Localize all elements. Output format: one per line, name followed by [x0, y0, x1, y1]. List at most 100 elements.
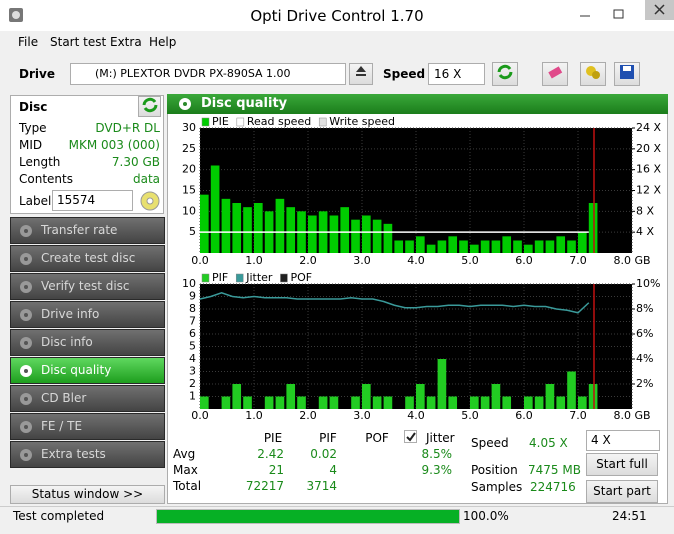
disc-row-label: MID — [19, 138, 43, 152]
y2-tick-label: 8% — [636, 302, 653, 315]
bar — [545, 384, 555, 409]
x-tick-label: 2.0 — [299, 254, 317, 267]
samples-caption: Samples — [471, 480, 523, 494]
menu-item[interactable]: Start test — [50, 35, 107, 49]
legend-label: Read speed — [247, 115, 311, 128]
y-tick-label: 5 — [189, 340, 196, 353]
bar — [372, 396, 382, 409]
bar — [470, 244, 479, 253]
bar — [351, 396, 360, 409]
bar — [394, 240, 404, 253]
bar — [578, 232, 587, 253]
nav-icon — [20, 225, 32, 237]
bar — [318, 396, 328, 409]
nav-button[interactable]: Transfer rate — [10, 217, 165, 244]
nav-button[interactable]: FE / TE — [10, 413, 165, 440]
bar — [534, 240, 544, 253]
drive-select[interactable]: (M:) PLEXTOR DVDR PX-890SA 1.00 — [70, 63, 346, 85]
disc-icon[interactable] — [139, 190, 161, 212]
y-tick-label: 2 — [189, 377, 196, 390]
bar — [588, 384, 598, 409]
bar — [221, 396, 231, 409]
bar — [459, 240, 468, 253]
y-tick-label: 7 — [189, 315, 196, 328]
y2-tick-label: 8 X — [636, 204, 654, 217]
x-tick-label: 0.0 — [191, 409, 209, 422]
nav-button[interactable]: Disc info — [10, 329, 165, 356]
legend-swatch — [235, 273, 244, 283]
y-tick-label: 20 — [182, 163, 196, 176]
bar — [448, 396, 458, 409]
status-window-button[interactable]: Status window >> — [10, 485, 165, 504]
stat-jitter: 9.3% — [421, 463, 453, 477]
bar — [524, 244, 533, 253]
nav-icon — [20, 281, 32, 293]
y-tick-label: 25 — [182, 142, 196, 155]
start-part-button[interactable]: Start part — [586, 480, 658, 503]
title-bar — [0, 0, 674, 31]
bar — [491, 384, 501, 409]
save-button[interactable] — [614, 62, 640, 86]
stats-header: PIF — [319, 431, 337, 445]
window-controls[interactable] — [570, 0, 674, 28]
y-tick-label: 1 — [189, 390, 196, 403]
legend-swatch — [280, 273, 288, 283]
nav-button[interactable]: Create test disc — [10, 245, 165, 272]
menu-item[interactable]: Help — [149, 35, 177, 49]
bar — [351, 219, 360, 253]
speed-value: 4.05 X — [529, 436, 568, 450]
bar — [513, 240, 522, 253]
bar — [416, 384, 425, 409]
erase-button[interactable] — [542, 62, 568, 86]
y2-tick-label: 2% — [636, 377, 653, 390]
nav-button[interactable]: Verify test disc — [10, 273, 165, 300]
disc-row-value: 7.30 GB — [111, 155, 160, 169]
eject-button[interactable] — [349, 63, 373, 85]
stat-pie: 2.42 — [257, 447, 284, 461]
window-title: Opti Drive Control 1.70 — [250, 7, 424, 25]
bar — [200, 194, 209, 253]
nav-button[interactable]: Disc quality — [10, 357, 165, 384]
speed-select[interactable]: 16 X — [428, 63, 485, 85]
label-input[interactable]: 15574 — [52, 190, 133, 211]
bar — [578, 396, 587, 409]
y-tick-label: 10 — [182, 204, 196, 217]
nav-button[interactable]: CD Bler — [10, 385, 165, 412]
stat-pif: 0.02 — [310, 447, 337, 461]
nav-button[interactable]: Drive info — [10, 301, 165, 328]
bar — [275, 396, 285, 409]
bar — [416, 236, 425, 253]
menu-item[interactable]: File — [18, 35, 39, 49]
y2-tick-label: 12 X — [636, 184, 661, 197]
menu-item[interactable]: Extra — [110, 35, 142, 49]
test-speed-select[interactable]: 4 X — [586, 430, 660, 451]
x-tick-label: 6.0 — [515, 254, 533, 267]
legend-swatch — [201, 273, 210, 283]
bar — [297, 396, 306, 409]
nav-button[interactable]: Extra tests — [10, 441, 165, 468]
panel-header — [167, 94, 668, 114]
bar — [286, 384, 296, 409]
disc-row-value: DVD+R DL — [95, 121, 160, 135]
bar — [556, 236, 566, 253]
start-full-button[interactable]: Start full — [586, 453, 658, 476]
nav-icon — [20, 253, 32, 265]
y2-tick-label: 4% — [636, 352, 653, 365]
disc-refresh-button[interactable] — [138, 96, 161, 117]
nav-icon — [20, 309, 32, 321]
x-tick-label: 7.0 — [569, 409, 587, 422]
refresh-button[interactable] — [492, 62, 518, 86]
stats-row-label: Avg — [173, 447, 196, 461]
disc-row-label: Type — [19, 121, 47, 135]
settings-button[interactable] — [580, 62, 606, 86]
bar — [534, 396, 544, 409]
legend-swatch — [236, 117, 245, 127]
x-tick-label: 4.0 — [407, 409, 425, 422]
stats-header: Jitter — [426, 431, 455, 445]
bar — [480, 240, 490, 253]
jitter-checkbox[interactable] — [404, 430, 417, 443]
bar — [426, 244, 436, 253]
bar — [480, 396, 490, 409]
disc-title: Disc — [19, 100, 48, 114]
disc-row-value: MKM 003 (000) — [68, 138, 160, 152]
